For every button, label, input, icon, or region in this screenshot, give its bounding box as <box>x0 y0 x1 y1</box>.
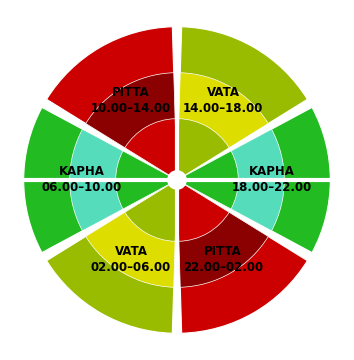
Wedge shape <box>177 151 238 209</box>
Wedge shape <box>24 107 177 253</box>
Wedge shape <box>86 73 177 180</box>
Text: PITTA
10.00–14.00: PITTA 10.00–14.00 <box>91 86 171 115</box>
Wedge shape <box>177 107 330 253</box>
Text: VATA
02.00–06.00: VATA 02.00–06.00 <box>91 245 171 274</box>
Wedge shape <box>177 180 229 241</box>
Wedge shape <box>177 73 268 180</box>
Text: PITTA
22.00–02.00: PITTA 22.00–02.00 <box>183 245 263 274</box>
Wedge shape <box>47 27 177 180</box>
Text: KAPHA
18.00–22.00: KAPHA 18.00–22.00 <box>232 166 312 194</box>
Wedge shape <box>177 129 284 231</box>
Wedge shape <box>177 180 307 333</box>
Wedge shape <box>125 180 177 241</box>
Circle shape <box>168 171 186 189</box>
Text: KAPHA
06.00–10.00: KAPHA 06.00–10.00 <box>42 166 122 194</box>
Wedge shape <box>86 180 177 287</box>
Wedge shape <box>116 151 177 209</box>
Wedge shape <box>177 27 307 180</box>
Wedge shape <box>70 129 177 231</box>
Wedge shape <box>177 119 229 180</box>
Wedge shape <box>125 119 177 180</box>
Text: VATA
14.00–18.00: VATA 14.00–18.00 <box>183 86 263 115</box>
Wedge shape <box>47 180 177 333</box>
Wedge shape <box>177 180 268 287</box>
